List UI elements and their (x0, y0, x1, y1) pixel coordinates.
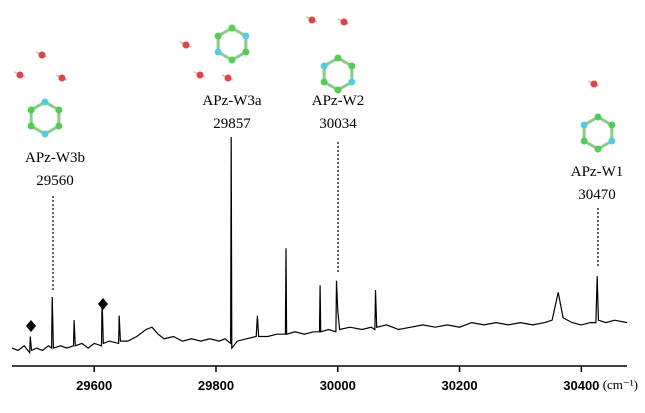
atom (581, 138, 588, 145)
peak-value: 29857 (213, 116, 251, 132)
x-tick-label: 30200 (441, 378, 477, 393)
x-axis-label: (cm⁻¹) (603, 377, 638, 392)
peak-label: APz-W3b (25, 150, 85, 166)
leader-lines (53, 142, 598, 292)
peak-label: APz-W2 (312, 93, 365, 109)
atom (225, 75, 232, 82)
atom (335, 55, 342, 62)
atom (341, 19, 348, 26)
diamond-markers (26, 298, 108, 332)
atom (229, 25, 236, 32)
x-tick-label: 30000 (320, 378, 356, 393)
peak-label: APz-W1 (571, 164, 624, 180)
atom (59, 75, 66, 82)
atom (28, 107, 35, 114)
atom (321, 79, 328, 86)
diamond (26, 320, 36, 332)
atom (42, 99, 49, 106)
x-tick-label: 29600 (76, 378, 112, 393)
atom (309, 17, 316, 24)
atom (55, 107, 62, 114)
atom (595, 114, 602, 121)
atom (581, 122, 588, 129)
atom (215, 33, 222, 40)
x-tick-label: 30400 (563, 378, 599, 393)
peak-label: APz-W3a (202, 93, 261, 109)
atom (28, 123, 35, 130)
atom (321, 63, 328, 70)
atom (42, 131, 49, 138)
molecule-images (14, 17, 615, 153)
atom (242, 49, 249, 56)
peak-value: 30470 (578, 187, 616, 203)
atom (595, 146, 602, 153)
atom (608, 138, 615, 145)
atom (591, 81, 598, 88)
diamond (98, 298, 108, 310)
atom (242, 33, 249, 40)
chart: 29600 29800 30000 30200 30400 (cm⁻¹) APz-W3b 29… (0, 0, 645, 408)
atom (348, 79, 355, 86)
spectrum-line (12, 137, 627, 353)
atom (229, 57, 236, 64)
atom (215, 49, 222, 56)
atom (348, 63, 355, 70)
x-tick-label: 29800 (198, 378, 234, 393)
atom (197, 72, 204, 79)
atom (55, 123, 62, 130)
peak-value: 29560 (36, 173, 74, 189)
atom (39, 52, 46, 59)
atom (183, 42, 190, 49)
atom (17, 72, 24, 79)
atom (608, 122, 615, 129)
peak-value: 30034 (319, 116, 357, 132)
